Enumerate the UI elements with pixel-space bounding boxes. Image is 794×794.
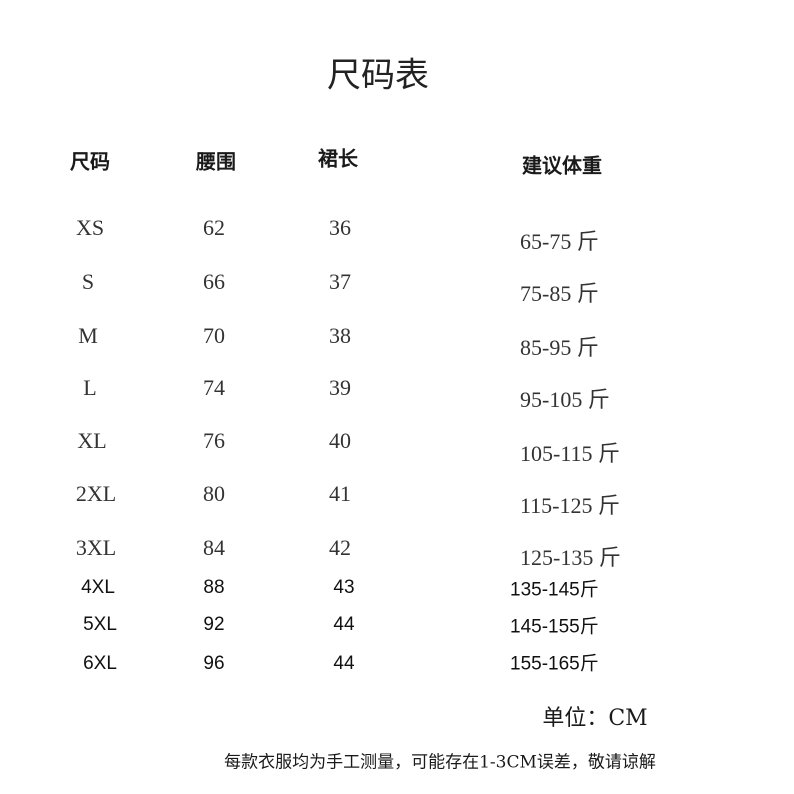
cell-size: S [81, 269, 95, 294]
disclaimer-note: 每款衣服均为手工测量，可能存在1-3CM误差，敬请谅解 [224, 752, 656, 773]
cell-waist: 66 [203, 269, 225, 294]
cell-length: 37 [329, 269, 351, 294]
cell-length: 41 [329, 481, 351, 506]
cell-weight: 65-75 斤 [520, 229, 599, 254]
cell-weight: 75-85 斤 [520, 281, 599, 306]
cell-weight: 105-115 斤 [520, 441, 621, 466]
cell-weight: 85-95 斤 [520, 335, 599, 360]
cell-size: 5XL [83, 614, 117, 635]
cell-waist: 74 [203, 375, 225, 400]
cell-waist: 62 [203, 215, 225, 240]
cell-waist: 80 [203, 481, 225, 506]
cell-weight: 95-105 斤 [520, 387, 610, 412]
cell-weight: 145-155斤 [510, 616, 599, 638]
cell-length: 40 [329, 428, 351, 453]
header-length: 裙长 [318, 146, 358, 171]
cell-size: 3XL [75, 535, 117, 560]
cell-weight: 135-145斤 [510, 579, 599, 601]
cell-length: 44 [333, 614, 355, 635]
cell-length: 44 [333, 653, 355, 674]
cell-length: 38 [329, 323, 351, 348]
header-weight: 建议体重 [522, 153, 602, 178]
cell-weight: 155-165斤 [510, 653, 599, 675]
cell-size: L [83, 375, 97, 400]
cell-waist: 84 [203, 535, 225, 560]
cell-size: 2XL [75, 481, 117, 506]
cell-waist: 92 [203, 614, 225, 635]
header-size: 尺码 [70, 149, 110, 174]
cell-weight: 115-125 斤 [520, 493, 621, 518]
page-title: 尺码表 [327, 55, 429, 96]
cell-length: 39 [329, 375, 351, 400]
cell-waist: 96 [203, 653, 225, 674]
cell-size: 4XL [81, 577, 115, 598]
cell-size: M [78, 323, 98, 348]
cell-waist: 76 [203, 428, 225, 453]
cell-waist: 70 [203, 323, 225, 348]
cell-length: 43 [333, 577, 355, 598]
cell-length: 36 [329, 215, 351, 240]
unit-label: 单位：CM [542, 706, 648, 731]
cell-length: 42 [329, 535, 351, 560]
header-waist: 腰围 [196, 149, 236, 174]
cell-waist: 88 [203, 577, 225, 598]
cell-size: XS [75, 215, 105, 240]
cell-size: 6XL [83, 653, 117, 674]
cell-weight: 125-135 斤 [520, 545, 621, 570]
cell-size: XL [77, 428, 107, 453]
